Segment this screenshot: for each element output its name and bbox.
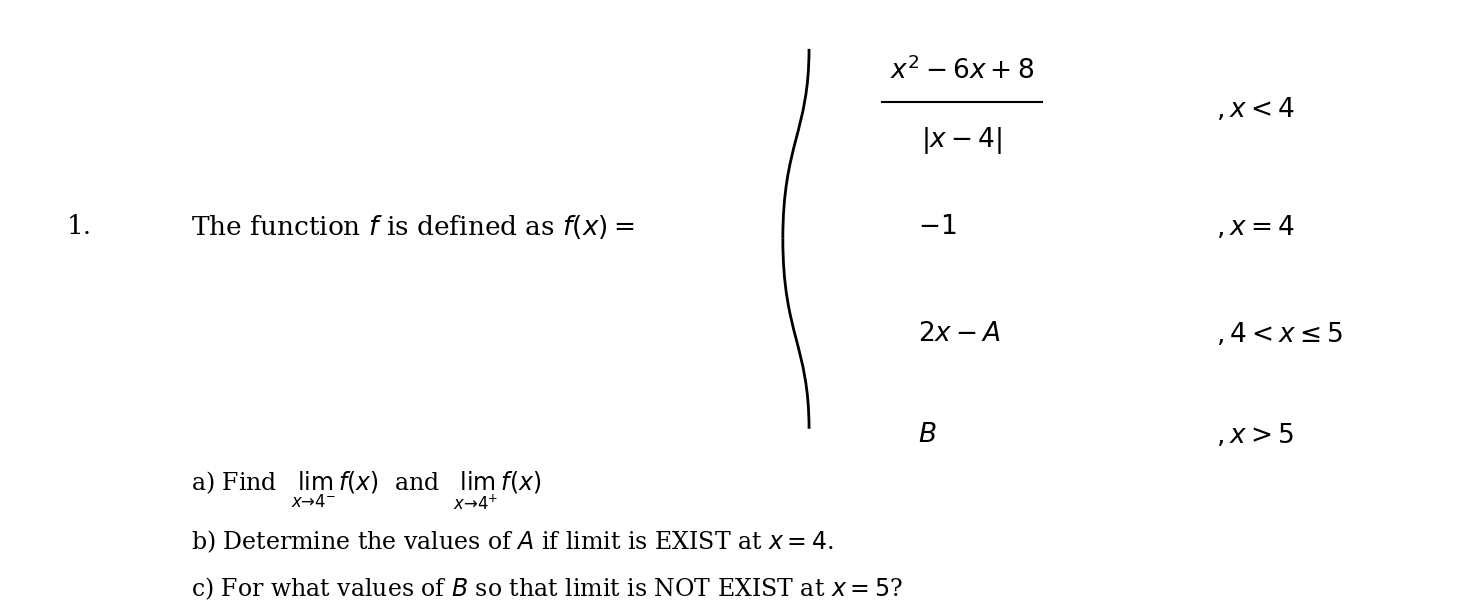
- Text: $2x - A$: $2x - A$: [919, 321, 1002, 346]
- Text: b) Determine the values of $A$ if limit is EXIST at $x = 4$.: b) Determine the values of $A$ if limit …: [191, 528, 834, 555]
- Text: $,x < 4$: $,x < 4$: [1216, 95, 1295, 122]
- Text: $x^2 - 6x + 8$: $x^2 - 6x + 8$: [889, 56, 1034, 84]
- Text: $-1$: $-1$: [919, 214, 956, 240]
- Text: a) Find  $\lim_{x \to 4^-} f(x)$  and  $\lim_{x \to 4^+} f(x)$: a) Find $\lim_{x \to 4^-} f(x)$ and $\li…: [191, 470, 541, 512]
- Text: $,x > 5$: $,x > 5$: [1216, 421, 1295, 448]
- Text: $B$: $B$: [919, 422, 936, 447]
- Text: $|x - 4|$: $|x - 4|$: [921, 125, 1003, 156]
- Text: $,x = 4$: $,x = 4$: [1216, 214, 1295, 240]
- Text: $,4 < x \leq 5$: $,4 < x \leq 5$: [1216, 320, 1344, 347]
- Text: The function $f$ is defined as $f(x) =$: The function $f$ is defined as $f(x) =$: [191, 213, 634, 241]
- Text: 1.: 1.: [67, 214, 92, 240]
- Text: c) For what values of $B$ so that limit is NOT EXIST at $x = 5$?: c) For what values of $B$ so that limit …: [191, 576, 903, 603]
